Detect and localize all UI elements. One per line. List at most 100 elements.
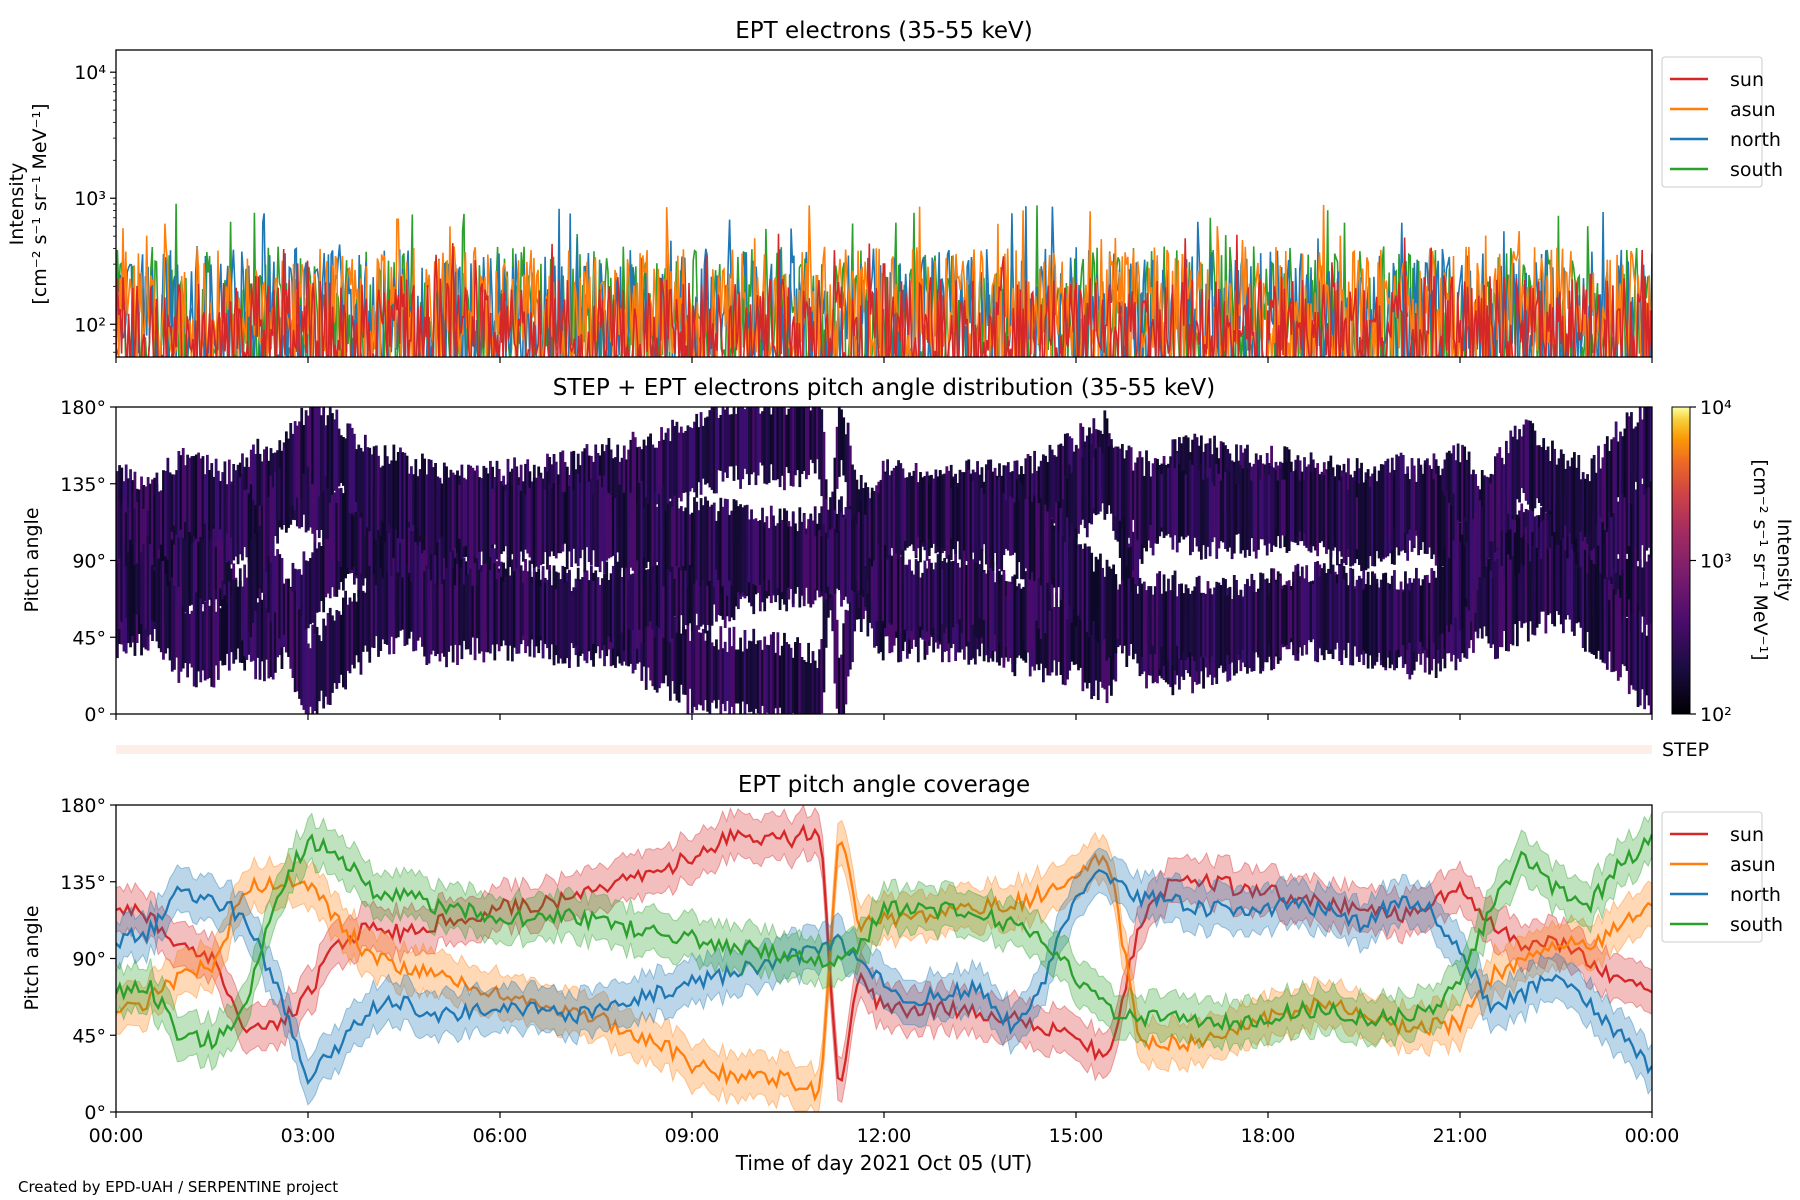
heatmap-cell <box>987 553 990 648</box>
heatmap-cell <box>1537 549 1541 624</box>
heatmap-cell <box>747 640 751 713</box>
heatmap-cell <box>271 453 275 516</box>
heatmap-cell <box>175 535 179 627</box>
heatmap-cell <box>1224 472 1227 549</box>
heatmap-cell <box>1041 581 1045 683</box>
heatmap-cell <box>284 578 288 653</box>
heatmap-cell <box>1243 461 1247 558</box>
heatmap-cell <box>469 465 473 561</box>
heatmap-cell <box>1140 583 1144 657</box>
heatmap-cell <box>1465 572 1469 659</box>
heatmap-cell <box>247 559 251 631</box>
heatmap-cell <box>765 407 769 485</box>
heatmap-cell <box>142 543 146 631</box>
heatmap-cell <box>1103 576 1107 640</box>
heatmap-cell <box>302 425 306 474</box>
heatmap-cell <box>120 504 124 580</box>
heatmap-cell <box>394 518 398 615</box>
heatmap-cell <box>1421 579 1425 647</box>
heatmap-cell <box>763 527 767 579</box>
heatmap-cell <box>1630 473 1633 568</box>
heatmap-cell <box>315 626 319 714</box>
heatmap-cell <box>1441 490 1445 567</box>
heatmap-cell <box>148 483 152 581</box>
heatmap-cell <box>1057 530 1061 588</box>
heatmap-cell <box>1478 500 1482 578</box>
heatmap-cell <box>247 493 251 563</box>
heatmap-cell <box>513 469 516 572</box>
heatmap-cell <box>550 586 554 645</box>
heatmap-cell <box>1285 585 1289 645</box>
colorbar-tick-label: 10⁴ <box>1700 397 1732 419</box>
panel1-ylabel: Intensity <box>6 163 28 246</box>
heatmap-cell <box>245 577 249 628</box>
heatmap-cell <box>732 407 736 481</box>
heatmap-cell <box>717 511 721 581</box>
legend-label-sun: sun <box>1730 69 1764 91</box>
heatmap-cell <box>1579 479 1583 532</box>
heatmap-cell <box>289 423 293 525</box>
heatmap-cell <box>278 468 282 521</box>
heatmap-cell <box>1373 576 1377 665</box>
heatmap-cell <box>464 479 468 546</box>
heatmap-cell <box>587 580 591 647</box>
heatmap-cell <box>846 610 850 677</box>
heatmap-cell <box>1634 616 1638 691</box>
heatmap-cell <box>1445 491 1449 578</box>
heatmap-cell <box>848 509 852 603</box>
heatmap-cell <box>1085 603 1089 689</box>
heatmap-cell <box>276 549 279 631</box>
heatmap-cell <box>1496 559 1499 659</box>
heatmap-cell <box>1384 461 1388 558</box>
heatmap-cell <box>1329 573 1333 650</box>
heatmap-cell <box>818 530 821 598</box>
heatmap-cell <box>337 488 341 562</box>
heatmap-cell <box>186 599 190 678</box>
heatmap-cell <box>1127 578 1131 656</box>
heatmap-cell <box>214 458 218 548</box>
heatmap-cell <box>306 643 310 714</box>
y-tick-label: 180° <box>60 795 106 817</box>
heatmap-cell <box>131 491 135 587</box>
heatmap-cell <box>690 428 694 489</box>
heatmap-cell <box>1458 541 1462 631</box>
heatmap-cell <box>377 563 380 657</box>
heatmap-cell <box>1474 512 1478 587</box>
heatmap-cell <box>144 544 148 629</box>
heatmap-cell <box>1579 520 1583 580</box>
heatmap-cell <box>1636 605 1640 707</box>
heatmap-cell <box>1368 584 1372 656</box>
heatmap-cell <box>1160 593 1164 647</box>
heatmap-cell <box>1219 585 1223 666</box>
heatmap-cell <box>1621 480 1625 570</box>
heatmap-cell <box>1638 407 1642 502</box>
heatmap-cell <box>1467 519 1471 611</box>
heatmap-cell <box>273 471 277 536</box>
heatmap-cell <box>1423 463 1427 554</box>
heatmap-cell <box>300 574 304 630</box>
heatmap-cell <box>1026 499 1030 570</box>
heatmap-cell <box>699 498 703 586</box>
heatmap-cell <box>616 444 620 529</box>
heatmap-cell <box>227 459 231 561</box>
heatmap-cell <box>1513 425 1517 520</box>
heatmap-cell <box>671 544 674 639</box>
heatmap-cell <box>723 409 727 473</box>
heatmap-cell <box>671 419 674 518</box>
heatmap-cell <box>1384 572 1388 668</box>
heatmap-cell <box>1568 557 1572 620</box>
heatmap-cell <box>1342 472 1346 564</box>
heatmap-cell <box>976 471 979 563</box>
heatmap-cell <box>647 569 650 627</box>
heatmap-cell <box>313 634 317 711</box>
heatmap-cell <box>1145 450 1148 552</box>
heatmap-cell <box>927 482 931 539</box>
x-tick-label: 06:00 <box>473 1125 528 1147</box>
heatmap-cell <box>1412 465 1416 546</box>
heatmap-cell <box>866 493 870 581</box>
heatmap-cell <box>1136 457 1140 541</box>
heatmap-cell <box>313 442 317 543</box>
heatmap-cell <box>701 541 705 625</box>
heatmap-cell <box>252 537 255 623</box>
heatmap-cell <box>537 475 541 569</box>
